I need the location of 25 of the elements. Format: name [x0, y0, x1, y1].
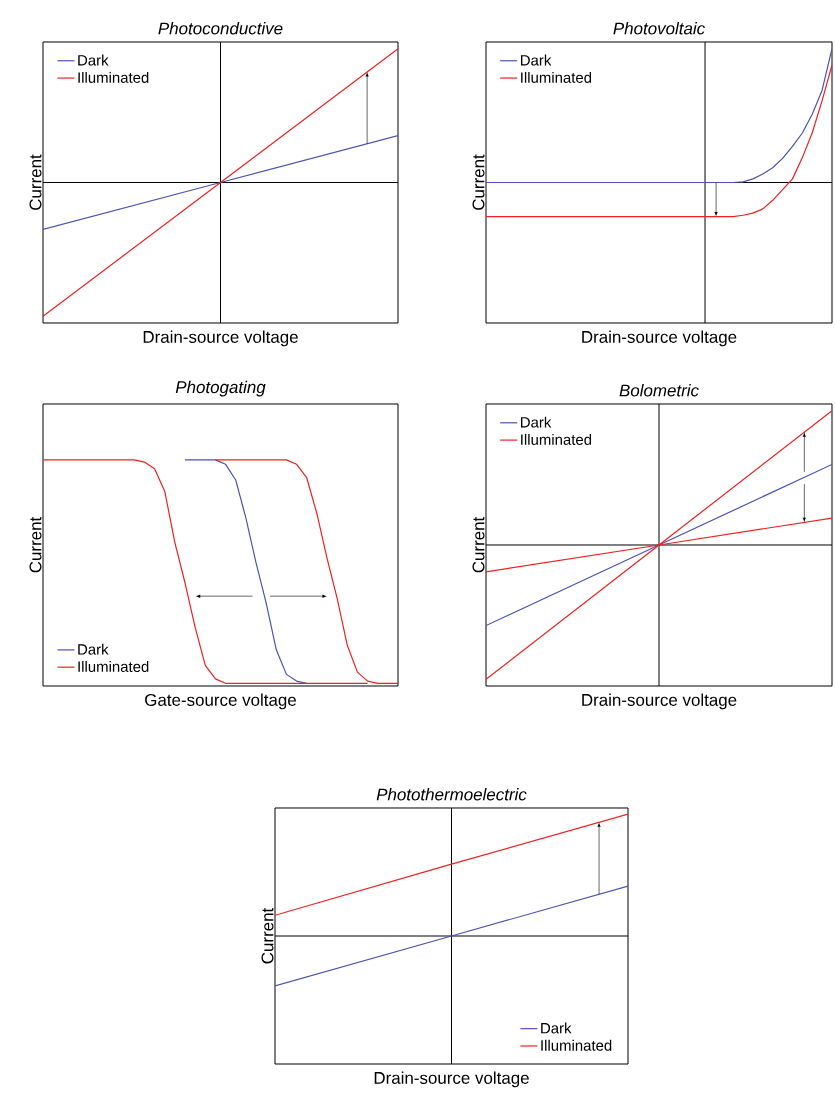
y-axis-title: Current [472, 154, 485, 210]
legend-label: Dark [78, 54, 109, 66]
y-axis-title: Current [472, 516, 485, 573]
x-axis-title: Drain-source voltage [582, 330, 737, 347]
x-axis-title: Drain-source voltage [582, 693, 737, 710]
legend-label: Dark [541, 1022, 572, 1034]
chart-title: Photoconductive [158, 22, 283, 35]
legend-label: Dark [78, 643, 109, 655]
chart-title: Photothermoelectric [376, 788, 527, 801]
chart-title: Photogating [175, 380, 266, 397]
y-axis-title: Current [29, 154, 42, 210]
x-axis-title: Gate-source voltage [145, 693, 296, 710]
y-axis-title: Current [29, 516, 42, 573]
chart-title: Bolometric [619, 384, 699, 397]
y-axis-title: Current [261, 907, 274, 964]
legend-label: Illuminated [78, 71, 149, 83]
legend-label: Illuminated [78, 661, 149, 672]
legend-label: Illuminated [521, 71, 592, 83]
legend-label: Dark [520, 416, 552, 428]
x-axis-title: Drain-source voltage [143, 330, 298, 347]
x-axis-title: Drain-source voltage [374, 1071, 529, 1088]
legend-label: Dark [520, 54, 552, 66]
legend-label: Illuminated [521, 433, 592, 445]
legend-label: Illuminated [541, 1039, 612, 1051]
chart-title: Photovoltaic [613, 22, 705, 35]
